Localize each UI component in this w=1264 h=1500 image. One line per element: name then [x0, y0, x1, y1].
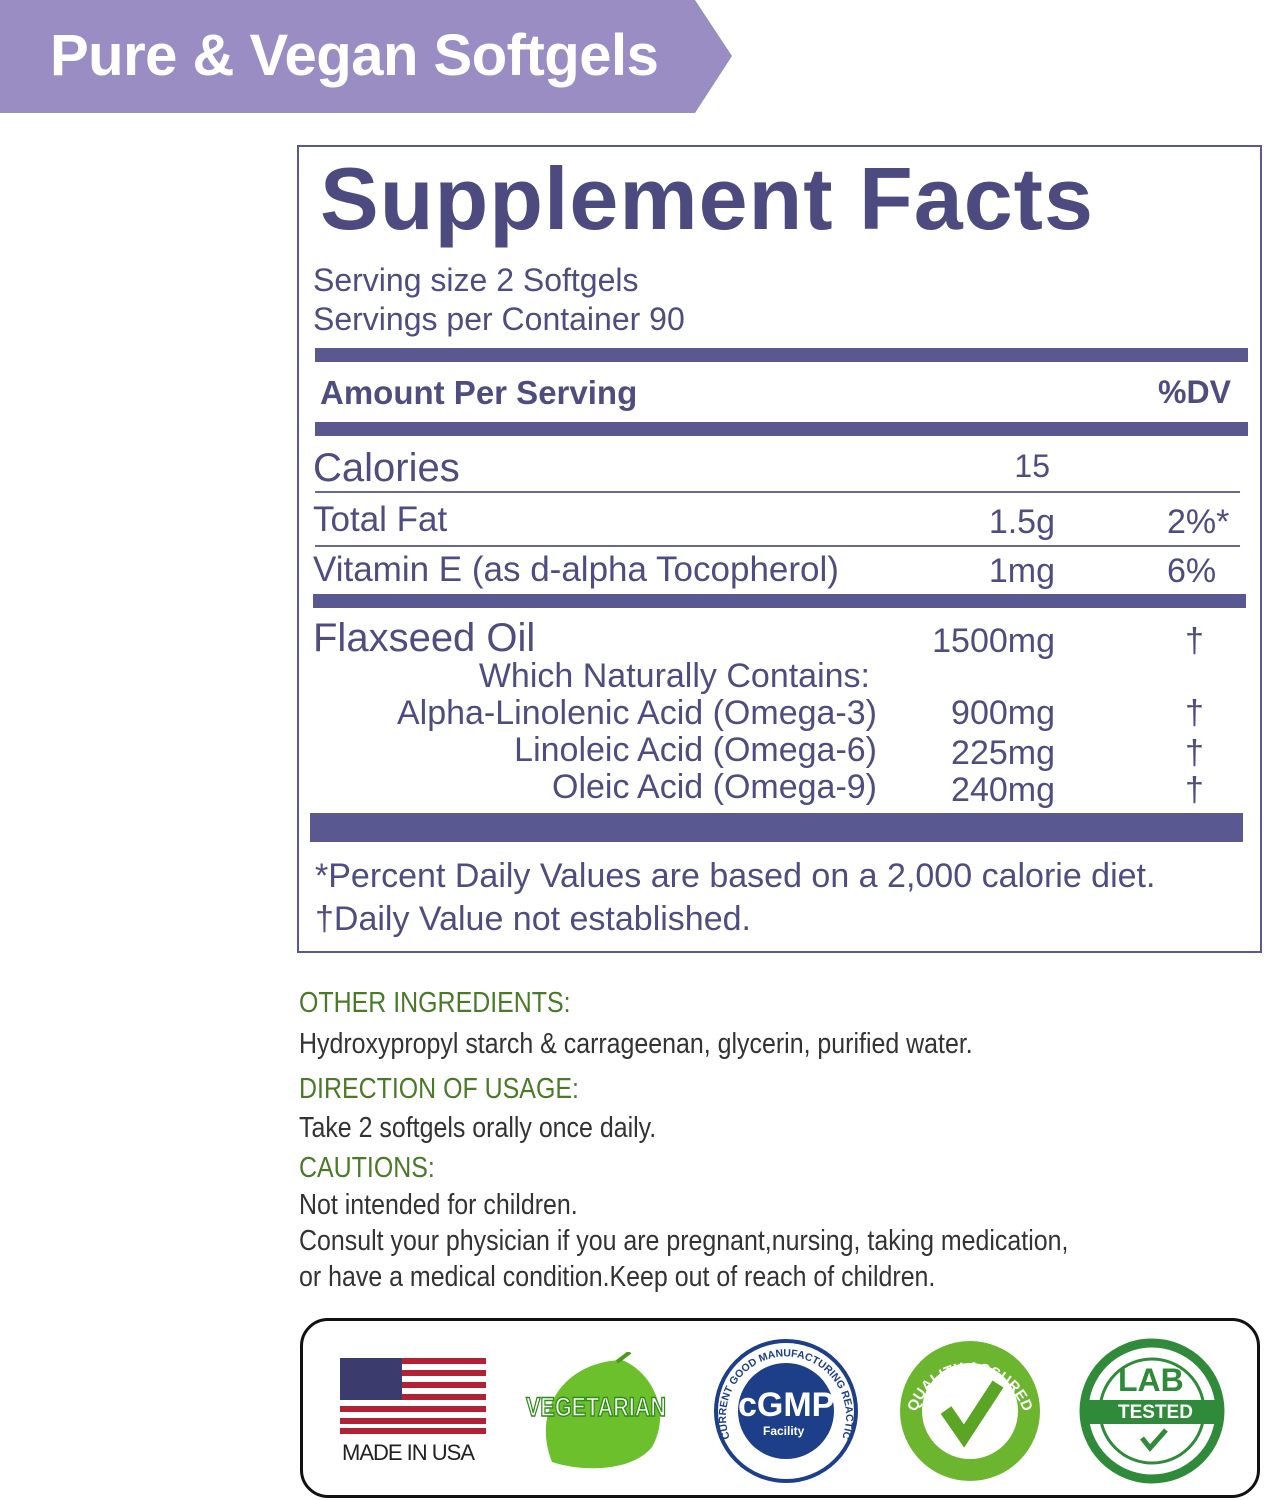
blend-name: Flaxseed Oil [313, 616, 536, 660]
blend-item-amount: 900mg [951, 694, 1055, 732]
row-amount: 1.5g [988, 503, 1055, 541]
blend-item-dv: † [1185, 771, 1204, 809]
cautions-heading: CAUTIONS: [299, 1152, 435, 1184]
tested-label: TESTED [1118, 1402, 1193, 1423]
cgmp-facility-label: Facility [763, 1424, 805, 1438]
quality-assured-seal-icon: QUALITY ASSURED [900, 1341, 1040, 1481]
amount-per-serving-header: Amount Per Serving [320, 374, 638, 411]
row-dv: 6% [1167, 552, 1217, 590]
row-amount: 1mg [988, 552, 1055, 590]
row-divider [315, 545, 1240, 547]
direction-text: Take 2 softgels orally once daily. [299, 1112, 657, 1144]
other-ingredients-heading: OTHER INGREDIENTS: [299, 987, 571, 1019]
divider-bar [310, 813, 1243, 842]
contains-label: Which Naturally Contains: [478, 657, 870, 695]
facts-title: Supplement Facts [320, 149, 1094, 248]
row-amount: 15 [1014, 448, 1050, 484]
cgmp-label: cGMP [738, 1386, 835, 1424]
footnote-dagger: †Daily Value not established. [315, 900, 751, 938]
usa-flag-icon [340, 1358, 486, 1434]
banner [0, 0, 732, 113]
supplement-facts-panel [297, 145, 1262, 953]
blend-amount: 1500mg [932, 622, 1055, 660]
made-in-usa-label: MADE IN USA [342, 1440, 475, 1465]
certification-badges [300, 1318, 1260, 1498]
row-name: Vitamin E (as d-alpha Tocopherol) [313, 550, 839, 589]
divider-bar [315, 348, 1248, 362]
dv-header: %DV [1158, 374, 1231, 410]
footnote-dv: *Percent Daily Values are based on a 2,0… [315, 857, 1156, 895]
banner-title: Pure & Vegan Softgels [50, 23, 659, 88]
blend-item-amount: 225mg [951, 734, 1055, 772]
cautions-line: Not intended for children. [299, 1189, 578, 1221]
serving-size: Serving size 2 Softgels [313, 262, 639, 298]
direction-heading: DIRECTION OF USAGE: [299, 1073, 579, 1105]
blend-dv: † [1185, 622, 1204, 660]
cgmp-seal-icon: CURRENT GOOD MANUFACTURING REACTICE [712, 1338, 858, 1483]
blend-item-dv: † [1185, 734, 1204, 772]
row-divider [315, 491, 1240, 493]
blend-item-name: Alpha-Linolenic Acid (Omega-3) [396, 694, 877, 732]
lab-label: LAB [1118, 1362, 1184, 1398]
vegetarian-label: VEGETARIAN [525, 1391, 667, 1423]
cautions-line: or have a medical condition.Keep out of … [299, 1261, 936, 1293]
row-name: Total Fat [313, 500, 448, 539]
blend-item-name: Linoleic Acid (Omega-6) [514, 731, 877, 769]
blend-item-dv: † [1185, 694, 1204, 732]
row-dv: 2%* [1167, 503, 1230, 541]
blend-item-name: Oleic Acid (Omega-9) [552, 768, 877, 806]
other-ingredients-text: Hydroxypropyl starch & carrageenan, glyc… [299, 1028, 973, 1060]
servings-per-container: Servings per Container 90 [313, 301, 685, 337]
divider-bar [315, 422, 1248, 436]
cautions-line: Consult your physician if you are pregna… [299, 1225, 1069, 1257]
lab-tested-seal-icon [1079, 1338, 1225, 1484]
blend-item-amount: 240mg [951, 771, 1055, 809]
divider-bar [313, 594, 1246, 608]
vegetarian-leaf-icon [545, 1352, 661, 1469]
row-name: Calories [313, 446, 460, 490]
